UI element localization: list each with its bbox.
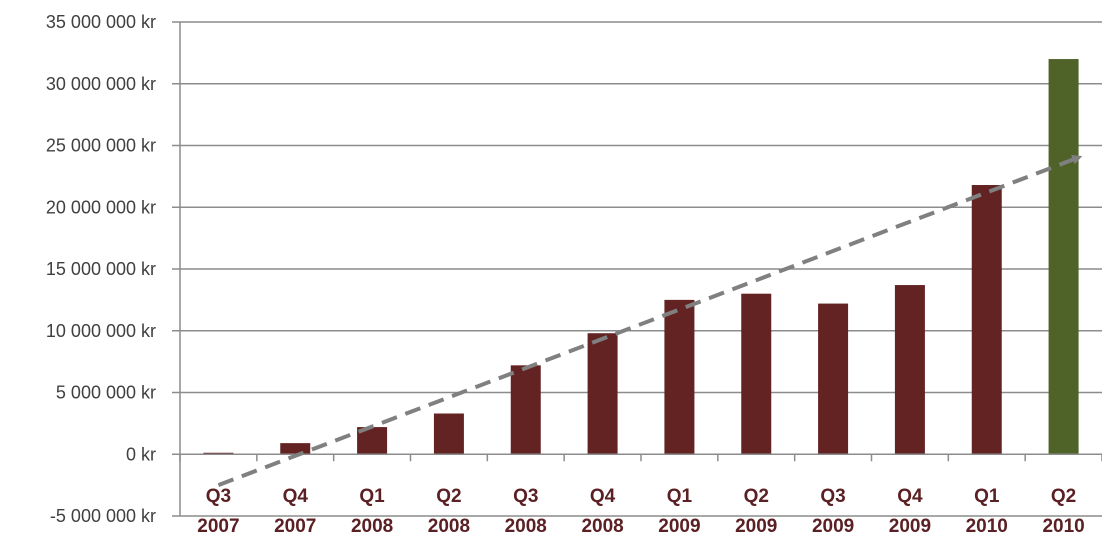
bar xyxy=(587,333,618,455)
bar xyxy=(664,299,695,455)
gridlines xyxy=(172,21,1102,517)
x-tick-label: Q1 2008 xyxy=(351,486,393,537)
y-tick-label: 5 000 000 kr xyxy=(56,383,156,403)
x-axis-tick-labels: Q3 2007 Q4 2007 Q1 2008 Q2 2008 Q3 2008 Q4 2008 Q1 20… xyxy=(197,486,1084,537)
x-tick-label: Q2 2008 xyxy=(428,486,470,537)
axes xyxy=(179,22,1102,516)
x-tick-label: Q2 2009 xyxy=(735,486,777,537)
trend-line xyxy=(217,154,1083,487)
bar xyxy=(818,303,849,455)
x-tick-label: Q3 2009 xyxy=(812,486,854,537)
y-tick-label: -5 000 000 kr xyxy=(50,506,156,526)
bar xyxy=(1048,59,1079,455)
y-tick-label: 35 000 000 kr xyxy=(46,12,156,32)
x-tick-label: Q4 2008 xyxy=(581,486,623,537)
bar xyxy=(433,413,464,455)
bars xyxy=(203,59,1079,455)
y-tick-label: 30 000 000 kr xyxy=(46,74,156,94)
trend-arrow xyxy=(217,154,1083,487)
y-tick-label: 20 000 000 kr xyxy=(46,197,156,217)
y-tick-label: 10 000 000 kr xyxy=(46,321,156,341)
x-tick-label: Q3 2008 xyxy=(505,486,547,537)
bar xyxy=(510,365,541,455)
x-tick-label: Q3 2007 xyxy=(197,486,239,537)
y-axis-tick-labels: -5 000 000 kr 0 kr 5 000 000 kr 10 000 000 … xyxy=(46,12,156,526)
bar xyxy=(894,285,925,455)
bar xyxy=(741,293,772,455)
y-tick-label: 0 kr xyxy=(126,444,156,464)
y-tick-label: 15 000 000 kr xyxy=(46,259,156,279)
y-tick-label: 25 000 000 kr xyxy=(46,136,156,156)
x-tick-label: Q4 2007 xyxy=(274,486,316,537)
x-tick-label: Q1 2009 xyxy=(658,486,700,537)
x-tick-label: Q1 2010 xyxy=(966,486,1008,537)
x-tick-label: Q4 2009 xyxy=(889,486,931,537)
bar xyxy=(280,443,311,455)
x-tick-label: Q2 2010 xyxy=(1042,486,1084,537)
bar xyxy=(971,185,1002,455)
